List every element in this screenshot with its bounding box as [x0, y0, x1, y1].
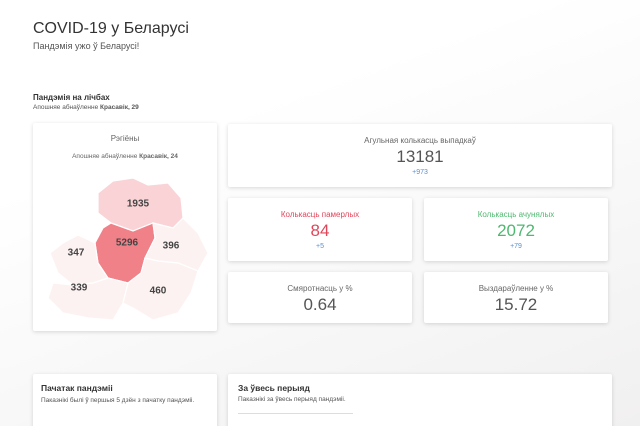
region	[47, 277, 129, 321]
stat-card: Смяротнасць у % 0.64	[228, 272, 412, 323]
region	[122, 257, 199, 321]
map-title: Рэгіёны	[110, 134, 140, 143]
region-value: 396	[163, 241, 180, 252]
stat-label: Колькасць памерлых	[280, 210, 360, 219]
stat-change: +973	[412, 169, 428, 176]
stat-change: +79	[510, 243, 522, 250]
stat-value: 0.64	[303, 295, 337, 314]
stat-change: +5	[316, 243, 324, 250]
stat-card: Колькасць памерлых 84 +5	[228, 198, 412, 261]
subtitle: Пандэмія ужо ў Беларусі!	[33, 41, 140, 51]
card-text: Паказнікі за ўвесь перыяд пандэміі.	[238, 396, 346, 403]
stat-card: Выздараўленне у % 15.72	[424, 272, 608, 323]
region-value: 339	[71, 283, 88, 294]
map-updated-date: Красавік, 24	[139, 153, 178, 160]
map-updated: Апошняе абнаўленне Красавік, 24	[33, 153, 217, 160]
map-updated-label: Апошняе абнаўленне	[72, 153, 138, 160]
section-title: Пандэмія на лічбах	[33, 93, 110, 102]
stat-card: Агульная колькасць выпадкаў 13181 +973	[228, 124, 612, 187]
updated-date: Красавік, 29	[100, 104, 139, 111]
card-text: Паказнікі былі ў першыя 5 дзён з пачатку…	[41, 397, 195, 404]
card-title: За ўвесь перыяд	[238, 383, 310, 393]
stat-card: Колькасць ачунялых 2072 +79	[424, 198, 608, 261]
chart-gridline	[238, 413, 353, 414]
card-title: Пачатак пандэміі	[41, 383, 113, 393]
map-card: Рэгіёны Апошняе абнаўленне Красавік, 24 …	[33, 123, 217, 331]
stat-label: Выздараўленне у %	[478, 284, 554, 293]
stat-value: 84	[310, 221, 330, 240]
info-card: Пачатак пандэміі Паказнікі былі ў першыя…	[33, 374, 217, 426]
region-value: 5296	[116, 238, 139, 249]
map: 1935 5296 396 347 339 460	[47, 177, 209, 321]
stat-label: Смяротнасць у %	[287, 284, 353, 293]
stat-label: Агульная колькасць выпадкаў	[364, 136, 476, 145]
region	[49, 234, 109, 286]
updated-label: Апошняе абнаўленне	[33, 104, 99, 111]
updated: Апошняе абнаўленне Красавік, 29	[33, 104, 139, 111]
stat-value: 13181	[396, 147, 444, 166]
info-card: За ўвесь перыяд Паказнікі за ўвесь перыя…	[228, 374, 612, 426]
region-value: 347	[68, 248, 85, 259]
region-value: 460	[150, 286, 167, 297]
stat-value: 2072	[497, 221, 535, 240]
stat-value: 15.72	[494, 295, 538, 314]
title: COVID-19 у Беларусі	[33, 20, 189, 37]
stat-label: Колькасць ачунялых	[477, 210, 555, 219]
region-value: 1935	[127, 199, 150, 210]
